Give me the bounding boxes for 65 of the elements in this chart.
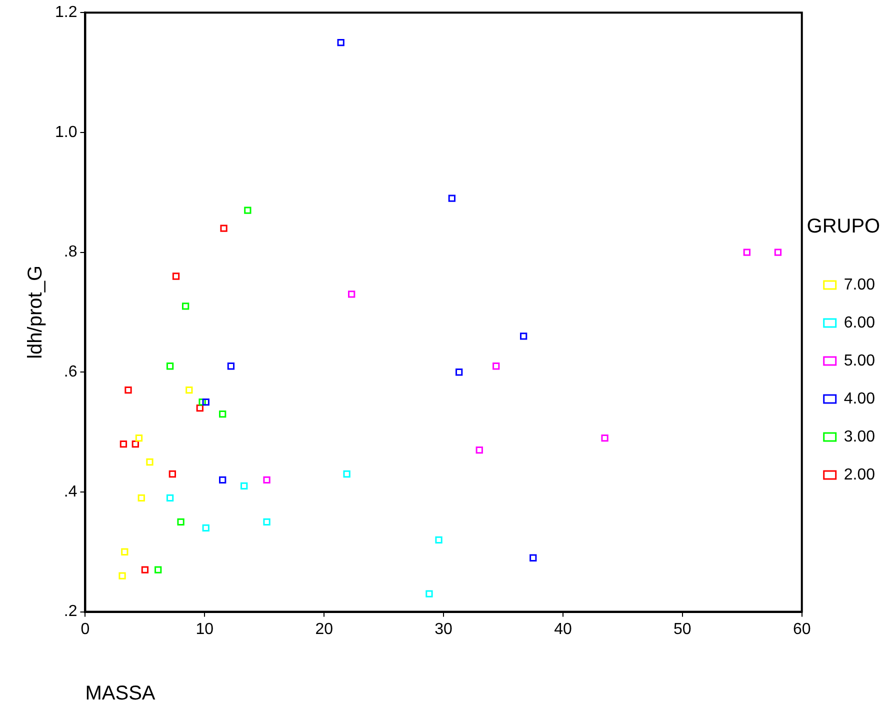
x-tick-label: 40 xyxy=(554,620,572,638)
point xyxy=(219,476,226,484)
point xyxy=(348,290,356,298)
point xyxy=(141,566,149,574)
point xyxy=(177,518,184,526)
point xyxy=(166,494,174,502)
point xyxy=(337,38,344,46)
point xyxy=(343,470,350,478)
point xyxy=(198,398,206,406)
x-tick-label: 20 xyxy=(315,620,334,638)
point xyxy=(138,494,145,502)
legend-label: 4.00 xyxy=(844,390,876,408)
point xyxy=(135,434,143,442)
legend-title: GRUPO xyxy=(806,216,880,238)
point xyxy=(220,224,228,232)
y-tick-label: .8 xyxy=(64,244,78,261)
point xyxy=(202,398,210,406)
legend-label: 3.00 xyxy=(844,428,876,446)
point xyxy=(774,248,782,256)
x-tick-label: 0 xyxy=(80,620,90,638)
x-tick-label: 60 xyxy=(792,620,811,638)
point xyxy=(121,548,128,556)
point xyxy=(146,458,154,466)
point xyxy=(219,410,226,418)
point xyxy=(227,362,235,370)
point xyxy=(124,386,132,394)
point xyxy=(520,332,528,340)
point xyxy=(601,434,608,442)
point xyxy=(186,386,193,394)
x-tick-label: 10 xyxy=(196,620,214,638)
point xyxy=(476,446,483,454)
y-tick-label: 1.0 xyxy=(54,124,78,141)
point xyxy=(202,524,210,532)
point xyxy=(263,518,270,526)
y-tick-label: .6 xyxy=(64,364,78,381)
legend-label: 5.00 xyxy=(844,352,876,370)
x-tick-label: 50 xyxy=(674,620,692,638)
point xyxy=(118,572,126,580)
legend-label: 2.00 xyxy=(844,466,876,484)
point xyxy=(120,440,128,448)
point xyxy=(172,272,180,280)
point xyxy=(456,368,463,376)
y-tick-label: .4 xyxy=(64,483,78,500)
point xyxy=(240,482,248,490)
y-tick-label: 1.2 xyxy=(54,4,78,22)
y-tick-label: .2 xyxy=(64,603,78,620)
legend-label: 6.00 xyxy=(844,314,876,332)
point xyxy=(530,554,537,562)
point xyxy=(492,362,500,370)
point xyxy=(166,362,174,370)
point xyxy=(132,440,139,448)
point xyxy=(182,302,190,310)
point xyxy=(263,476,270,484)
point xyxy=(426,590,433,598)
point xyxy=(168,470,176,478)
point xyxy=(244,206,252,214)
point xyxy=(743,248,750,256)
point xyxy=(435,536,442,544)
point xyxy=(196,404,204,412)
legend-label: 7.00 xyxy=(844,276,876,294)
x-axis-title: MASSA xyxy=(85,682,156,705)
point xyxy=(154,566,162,574)
x-tick-label: 30 xyxy=(434,620,453,638)
point xyxy=(448,194,456,202)
y-axis-title: ldh/prot_G xyxy=(24,266,47,359)
